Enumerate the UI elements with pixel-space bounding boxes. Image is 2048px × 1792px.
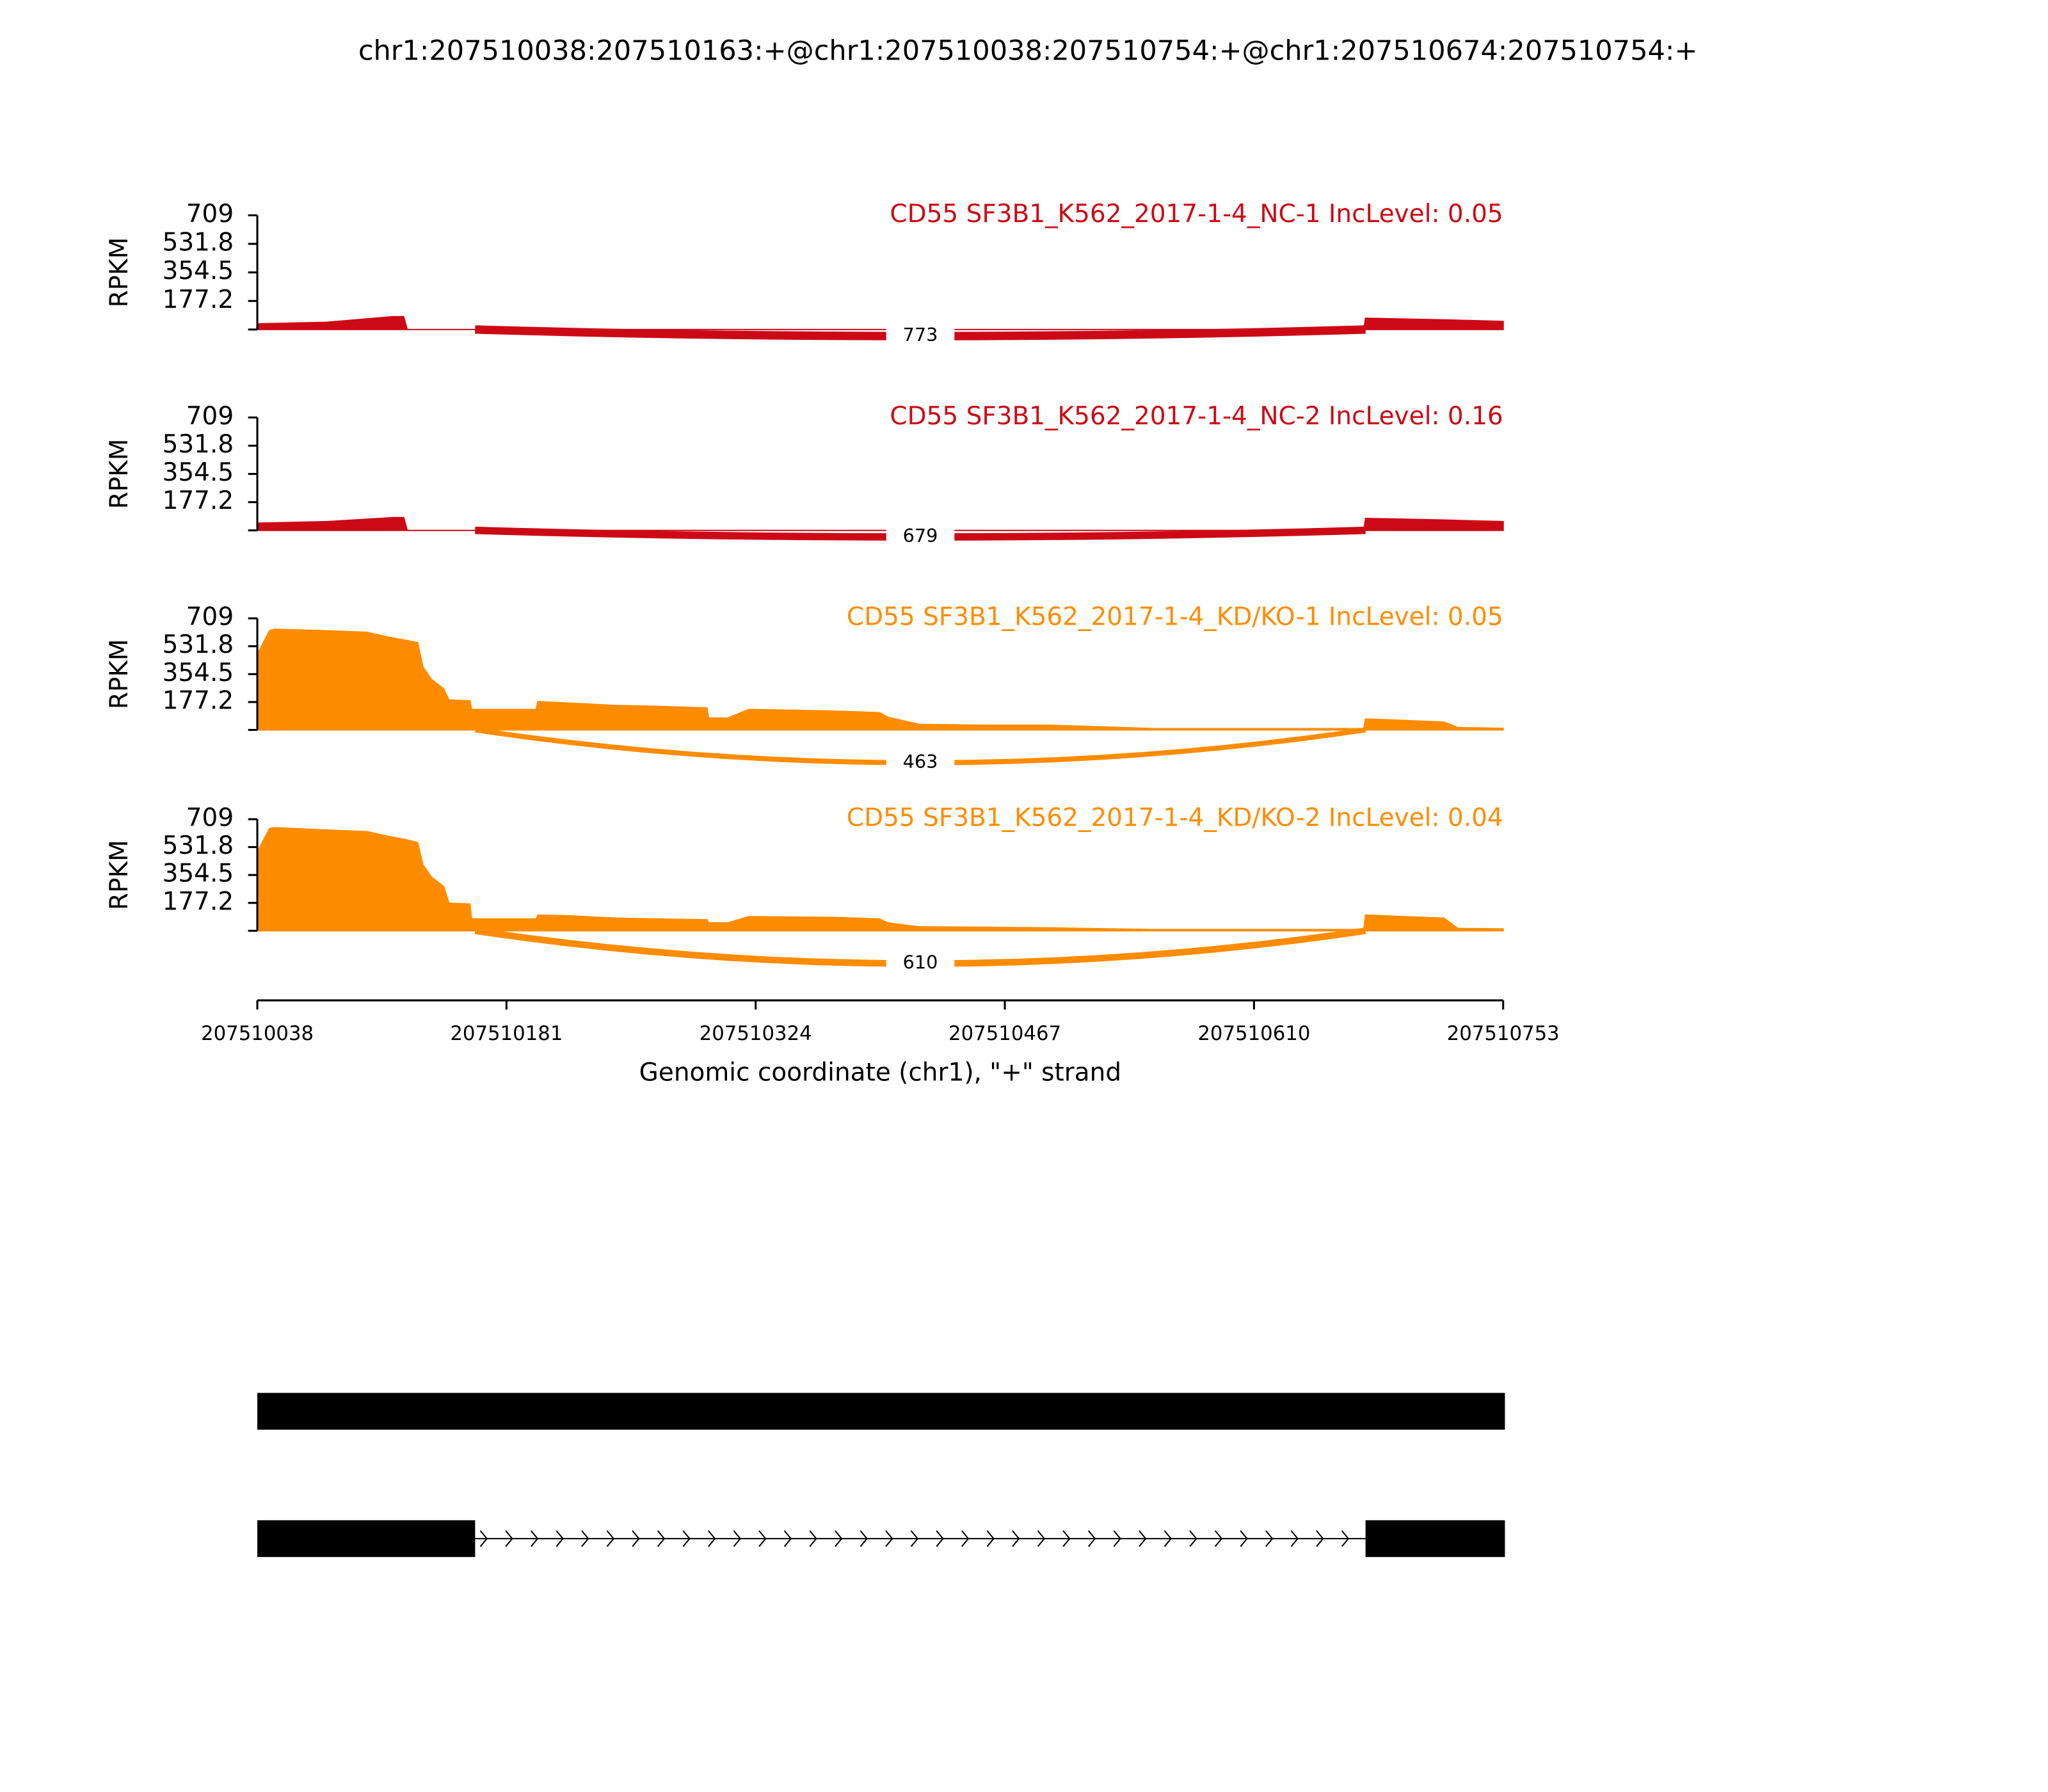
exon (257, 1393, 1505, 1430)
strand-arrow (758, 1530, 767, 1548)
panel-title: CD55 SF3B1_K562_2017-1-4_NC-2 IncLevel: … (890, 402, 1503, 431)
strand-arrow (1113, 1530, 1121, 1548)
exon (257, 1520, 476, 1557)
y-axis-label: RPKM (105, 840, 134, 910)
y-tick-label: 531.8 (163, 430, 234, 459)
x-axis-label: Genomic coordinate (chr1), "+" strand (639, 1058, 1121, 1087)
junction-label-bg (886, 525, 955, 549)
strand-arrow (581, 1530, 589, 1548)
y-tick-label: 354.5 (163, 458, 234, 487)
x-tick-label: 207510610 (1197, 1022, 1310, 1045)
strand-arrow (530, 1530, 539, 1548)
junction-label: 773 (903, 324, 938, 346)
strand-arrow (1316, 1530, 1324, 1548)
strand-arrow (556, 1530, 564, 1548)
strand-arrow (1037, 1530, 1046, 1548)
strand-arrow (479, 1530, 488, 1548)
coverage-area (257, 516, 1504, 531)
junction-label-bg (886, 751, 955, 775)
panel-title: CD55 SF3B1_K562_2017-1-4_NC-1 IncLevel: … (890, 200, 1503, 228)
y-tick-label: 177.2 (163, 887, 234, 916)
strand-arrow (885, 1530, 893, 1548)
strand-arrow (1189, 1530, 1197, 1548)
x-tick-label: 207510324 (700, 1022, 812, 1045)
strand-arrow (910, 1530, 919, 1548)
y-tick-label: 709 (186, 603, 234, 632)
strand-arrow (986, 1530, 995, 1548)
y-tick-label: 531.8 (163, 228, 234, 257)
coverage-area (257, 628, 1504, 731)
strand-arrow (682, 1530, 691, 1548)
x-tick-label: 207510038 (201, 1022, 314, 1045)
strand-arrow (860, 1530, 868, 1548)
y-tick-label: 709 (186, 804, 234, 833)
strand-arrow (1265, 1530, 1274, 1548)
junction-label: 610 (903, 952, 938, 973)
y-axis-label: RPKM (105, 639, 134, 709)
strand-arrow (1012, 1530, 1020, 1548)
coverage-area (257, 316, 1504, 330)
panel-title: CD55 SF3B1_K562_2017-1-4_KD/KO-2 IncLeve… (847, 804, 1503, 833)
junction-label: 463 (903, 751, 938, 772)
chart-title: chr1:207510038:207510163:+@chr1:20751003… (358, 35, 1698, 67)
y-tick-label: 354.5 (163, 659, 234, 687)
x-tick-label: 207510467 (948, 1022, 1061, 1045)
x-tick-label: 207510181 (450, 1022, 563, 1045)
panel-title: CD55 SF3B1_K562_2017-1-4_KD/KO-1 IncLeve… (847, 603, 1503, 632)
strand-arrow (835, 1530, 843, 1548)
y-tick-label: 709 (186, 402, 234, 431)
strand-arrow (1341, 1530, 1350, 1548)
strand-arrow (1214, 1530, 1223, 1548)
strand-arrow (657, 1530, 666, 1548)
junction-label-bg (886, 952, 955, 976)
y-tick-label: 531.8 (163, 831, 234, 860)
x-tick-label: 207510753 (1447, 1022, 1560, 1045)
strand-arrow (1087, 1530, 1096, 1548)
y-tick-label: 177.2 (163, 486, 234, 515)
y-tick-label: 354.5 (163, 257, 234, 285)
strand-arrow (708, 1530, 716, 1548)
strand-arrow (936, 1530, 944, 1548)
y-axis-label: RPKM (105, 439, 134, 509)
strand-arrow (632, 1530, 640, 1548)
strand-arrow (1290, 1530, 1299, 1548)
junction-label-bg (886, 324, 955, 348)
strand-arrow (809, 1530, 817, 1548)
exon (1365, 1520, 1505, 1557)
coverage-area (257, 827, 1504, 932)
strand-arrow (733, 1530, 742, 1548)
junction-label: 679 (903, 525, 938, 547)
strand-arrow (606, 1530, 615, 1548)
y-tick-label: 354.5 (163, 860, 234, 888)
y-tick-label: 709 (186, 200, 234, 228)
strand-arrow (1062, 1530, 1071, 1548)
strand-arrow (783, 1530, 792, 1548)
strand-arrow (505, 1530, 513, 1548)
y-tick-label: 177.2 (163, 285, 234, 314)
strand-arrow (961, 1530, 970, 1548)
y-tick-label: 531.8 (163, 630, 234, 659)
strand-arrow (1240, 1530, 1248, 1548)
strand-arrow (1139, 1530, 1147, 1548)
strand-arrow (1164, 1530, 1172, 1548)
y-axis-label: RPKM (105, 237, 134, 308)
y-tick-label: 177.2 (163, 686, 234, 715)
